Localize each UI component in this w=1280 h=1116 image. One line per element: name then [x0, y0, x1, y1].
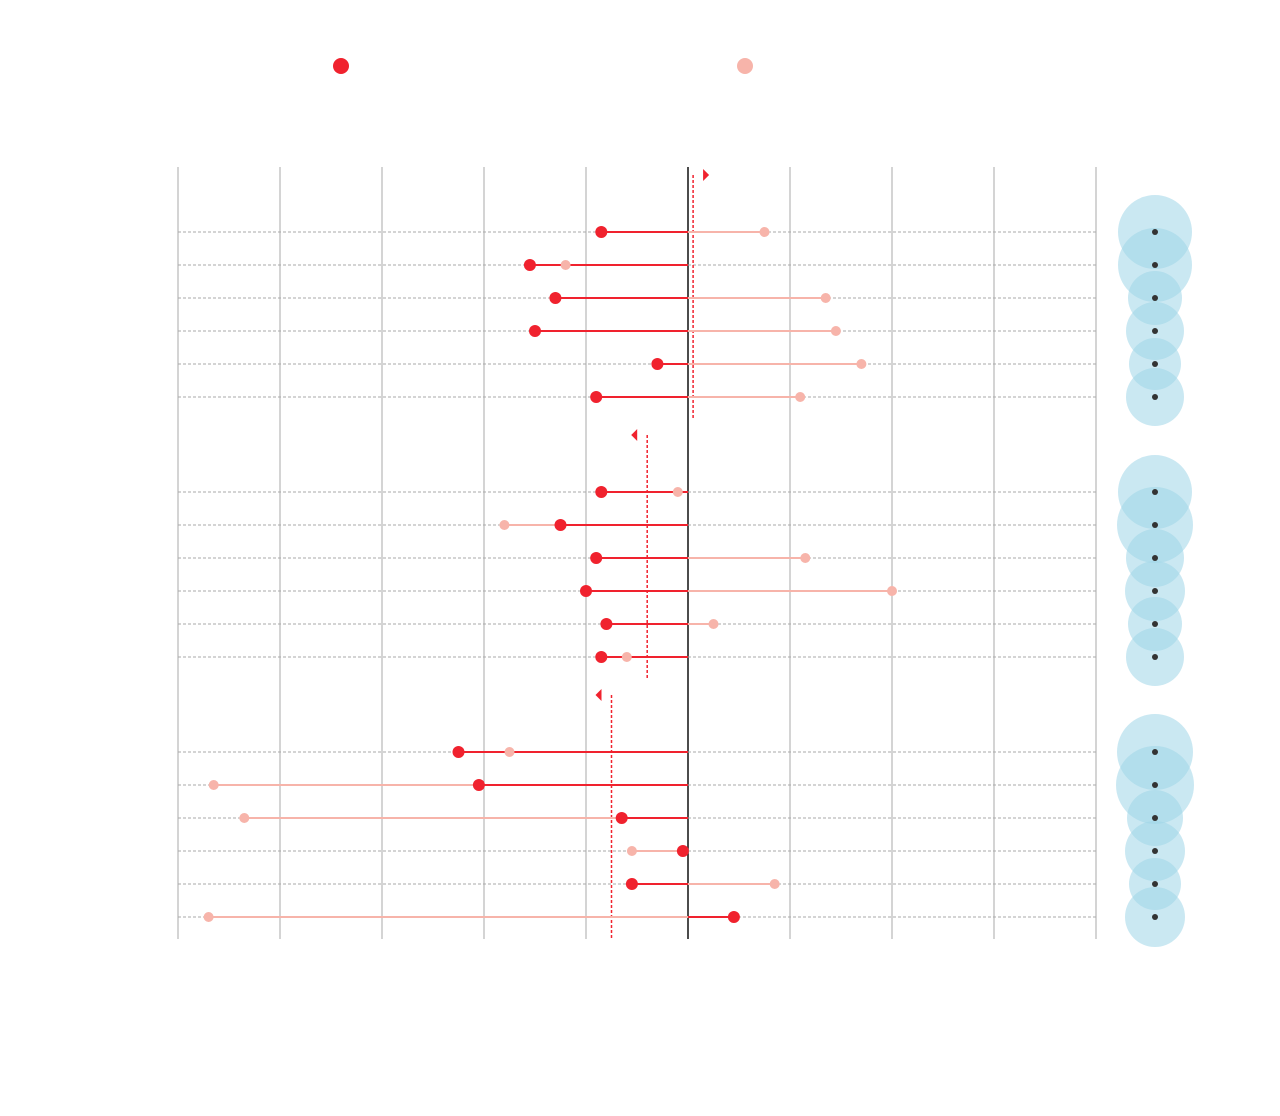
bubble-center	[1152, 815, 1158, 821]
bubble-center	[1152, 361, 1158, 367]
dot	[676, 845, 689, 857]
dot	[830, 326, 841, 336]
bubble-center	[1152, 654, 1158, 660]
bubble-center	[1152, 881, 1158, 887]
dot	[621, 652, 632, 662]
dot	[800, 553, 811, 563]
dot	[203, 912, 214, 922]
dot	[615, 812, 628, 824]
bubble-center	[1152, 229, 1158, 235]
dot	[769, 879, 780, 889]
bubble-center	[1152, 262, 1158, 268]
mean-marker	[703, 169, 710, 181]
dot	[795, 392, 806, 402]
dot	[672, 487, 683, 497]
dot	[856, 359, 867, 369]
dot	[499, 520, 510, 530]
dot	[590, 552, 603, 564]
dot	[595, 651, 608, 663]
mean-marker	[631, 429, 638, 441]
dot	[239, 813, 250, 823]
dot	[651, 358, 664, 370]
legend-marker	[737, 58, 753, 74]
dot	[529, 325, 541, 337]
bubble-center	[1152, 328, 1158, 334]
bubble-center	[1152, 621, 1158, 627]
dot	[472, 779, 485, 791]
dot	[595, 226, 608, 238]
bubbles	[1116, 195, 1194, 947]
bubble-center	[1152, 782, 1158, 788]
bubble-center	[1152, 749, 1158, 755]
dot	[708, 619, 719, 629]
dot	[580, 585, 592, 597]
dot	[626, 846, 637, 856]
dot	[727, 911, 740, 923]
bubble-center	[1152, 588, 1158, 594]
bubble-center	[1152, 914, 1158, 920]
dot	[452, 746, 465, 758]
mean-marker	[595, 689, 602, 701]
dot	[625, 878, 638, 890]
dot	[595, 486, 608, 498]
bubble-center	[1152, 489, 1158, 495]
bubble-center	[1152, 394, 1158, 400]
bubble-center	[1152, 848, 1158, 854]
dot	[820, 293, 831, 303]
dot	[504, 747, 515, 757]
dot	[549, 292, 562, 304]
legend-marker	[333, 58, 349, 74]
dot	[759, 227, 770, 237]
dot	[600, 618, 613, 630]
bubble-center	[1152, 522, 1158, 528]
dot	[590, 391, 603, 403]
dot	[523, 259, 536, 271]
bubble-center	[1152, 555, 1158, 561]
dot	[560, 260, 571, 270]
dot	[554, 519, 567, 531]
dot	[887, 586, 897, 596]
dot	[208, 780, 219, 790]
bubble-center	[1152, 295, 1158, 301]
